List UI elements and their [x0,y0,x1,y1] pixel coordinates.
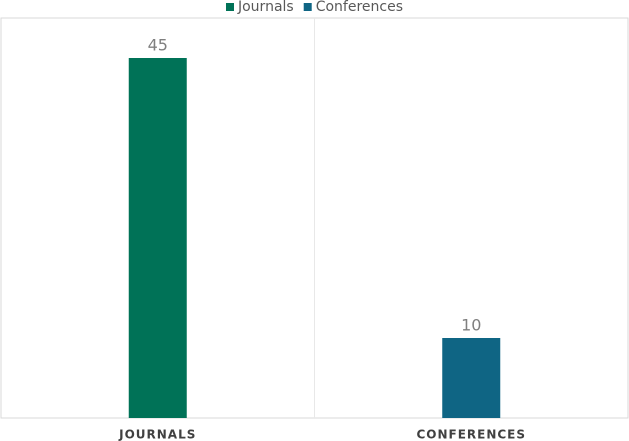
bar [128,58,187,418]
legend-label: Journals [237,0,294,15]
value-label: 45 [148,36,168,55]
legend: Journals Conferences [225,0,403,15]
legend-swatch [303,3,312,11]
x-tick-label: CONFERENCES [416,428,526,441]
value-label: 10 [461,316,481,335]
legend-label: Conferences [316,0,403,15]
legend-swatch [225,3,234,11]
x-tick-label: JOURNALS [118,428,196,441]
bar [442,338,501,418]
